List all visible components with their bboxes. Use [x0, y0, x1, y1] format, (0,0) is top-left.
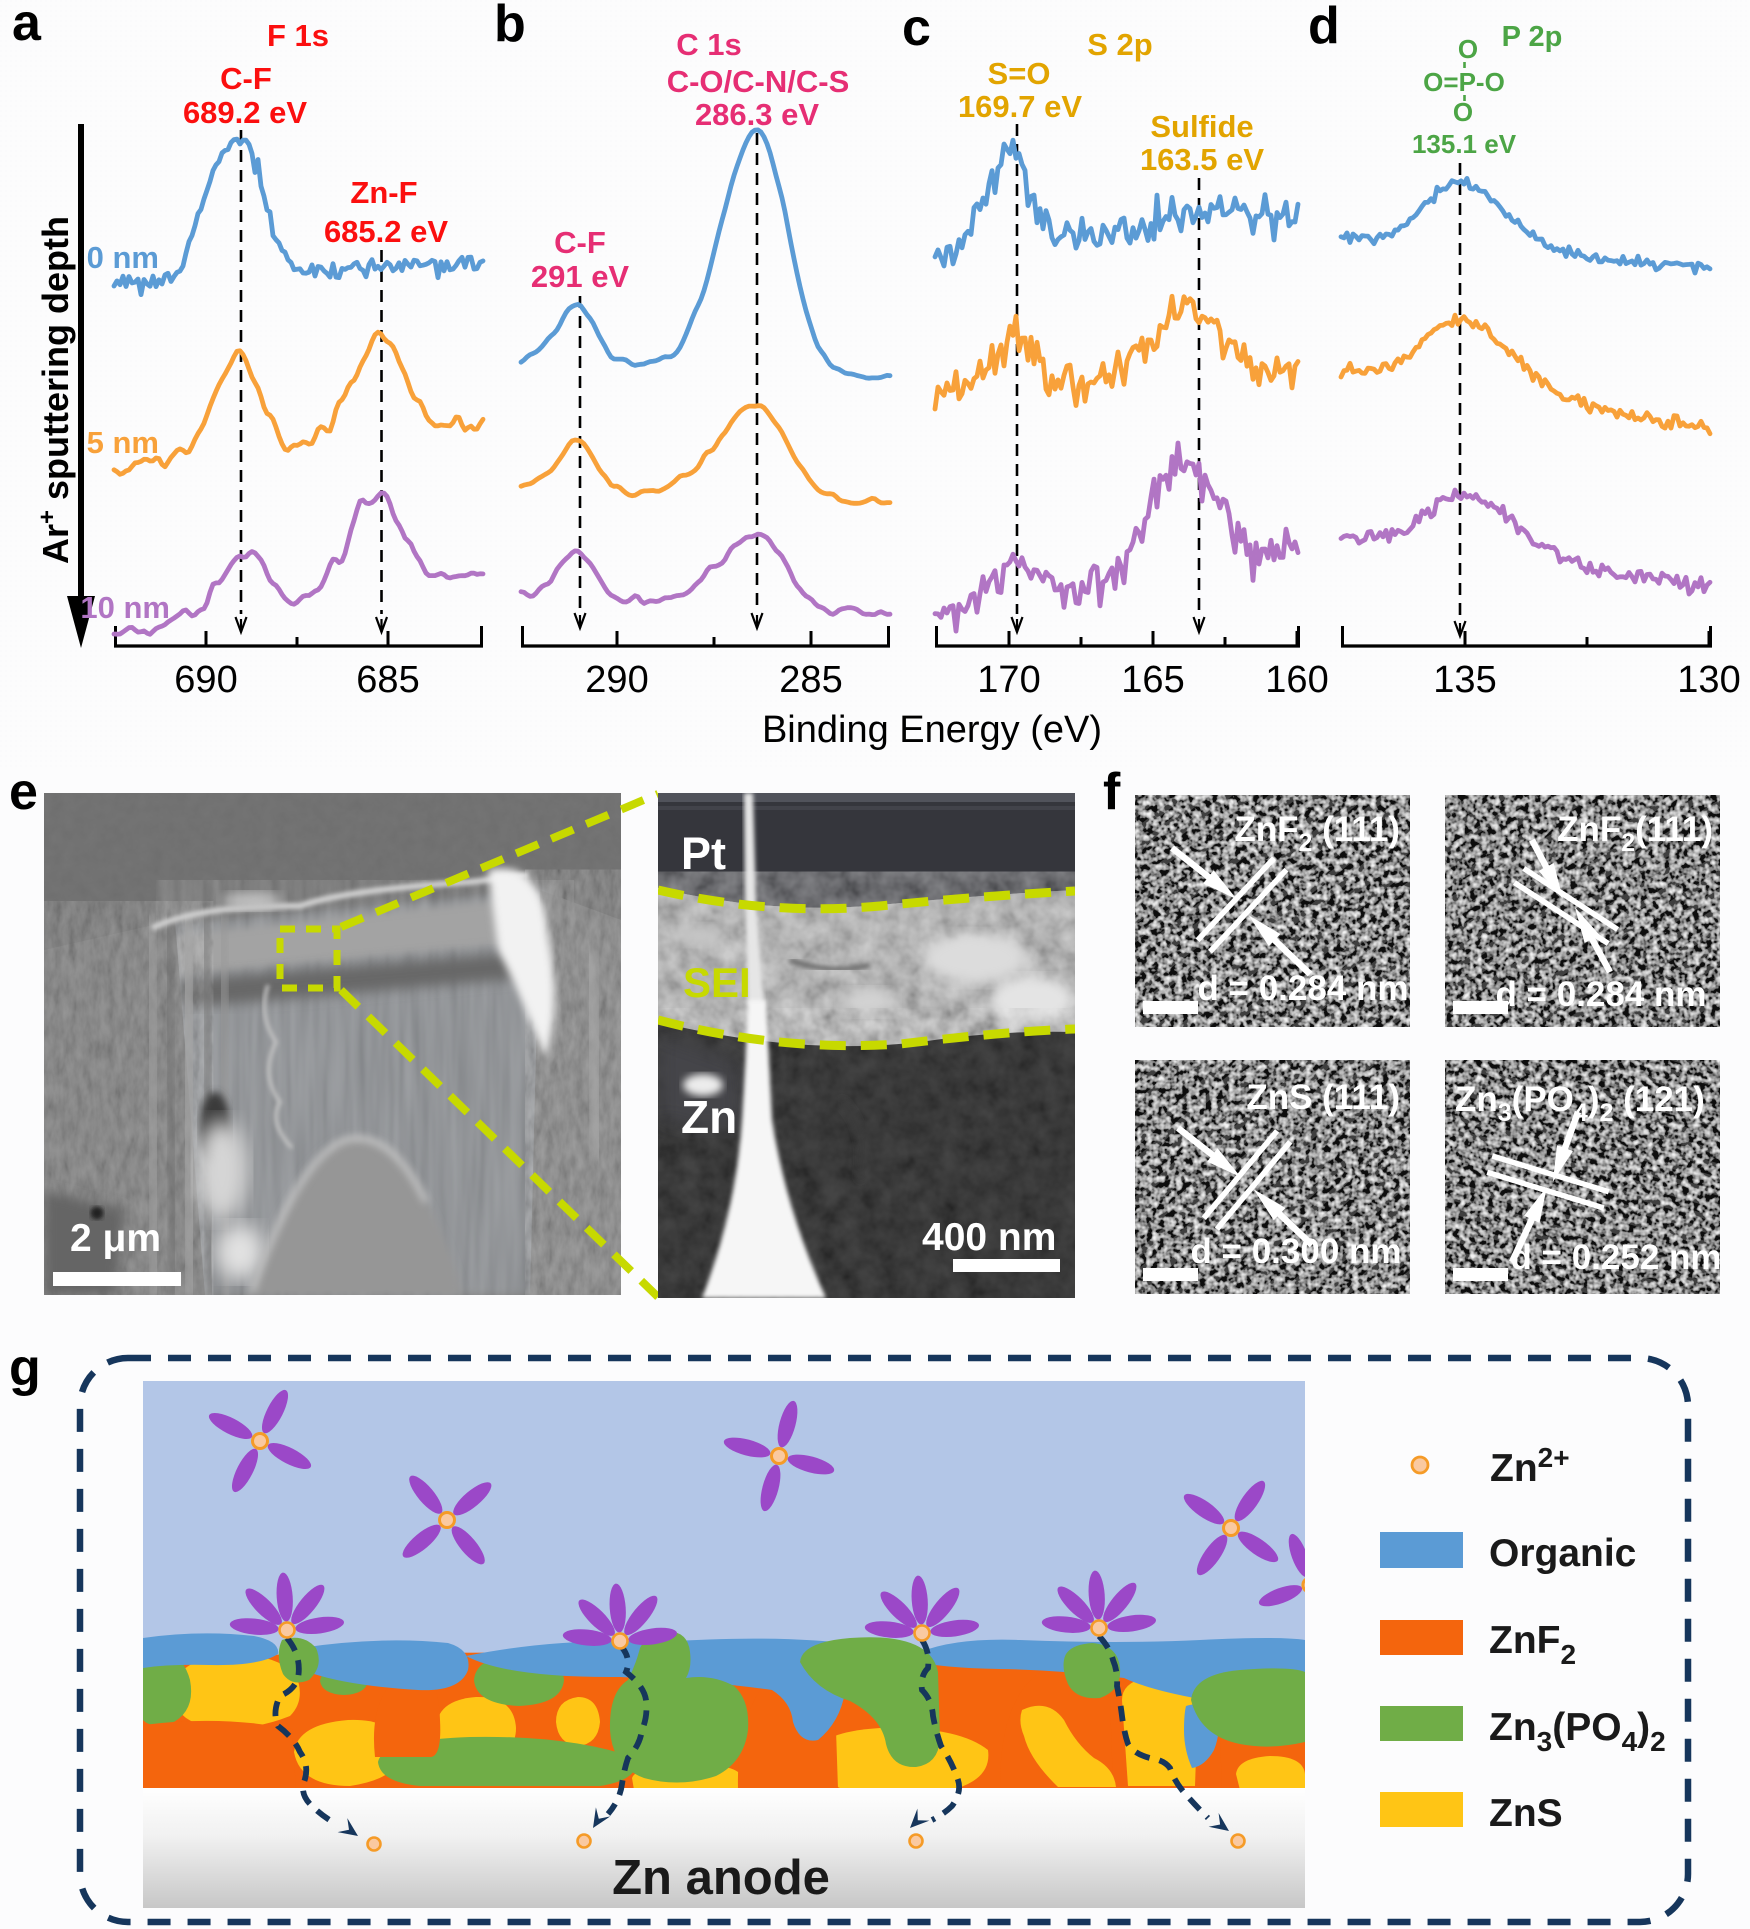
svg-text:ZnF2(111): ZnF2(111) [1557, 810, 1713, 857]
svg-text:d = 0.300 nm: d = 0.300 nm [1190, 1232, 1401, 1271]
svg-text:690: 690 [174, 659, 237, 701]
svg-text:a: a [12, 0, 42, 52]
svg-text:Binding Energy (eV): Binding Energy (eV) [762, 709, 1102, 751]
svg-text:Pt: Pt [681, 828, 726, 879]
svg-text:685: 685 [356, 659, 419, 701]
svg-text:d: d [1308, 0, 1340, 55]
svg-text:0 nm: 0 nm [87, 240, 159, 275]
svg-text:C-F: C-F [220, 61, 272, 96]
svg-text:d = 0.284 nm: d = 0.284 nm [1495, 975, 1706, 1014]
svg-text:O=P-O: O=P-O [1423, 67, 1505, 97]
svg-text:e: e [9, 763, 38, 821]
svg-text:160: 160 [1265, 659, 1328, 701]
svg-text:685.2 eV: 685.2 eV [324, 214, 448, 249]
svg-text:Zn3(PO4)2: Zn3(PO4)2 [1489, 1706, 1666, 1757]
svg-text:291 eV: 291 eV [531, 259, 630, 294]
svg-text:689.2 eV: 689.2 eV [183, 95, 307, 130]
svg-text:O: O [1453, 97, 1473, 127]
svg-text:d = 0.284 nm: d = 0.284 nm [1197, 969, 1408, 1008]
svg-text:Organic: Organic [1489, 1532, 1636, 1575]
svg-text:Sulfide: Sulfide [1150, 109, 1253, 144]
svg-text:170: 170 [977, 659, 1040, 701]
svg-text:130: 130 [1677, 659, 1740, 701]
svg-text:5 nm: 5 nm [87, 425, 159, 460]
svg-text:b: b [494, 0, 526, 53]
svg-text:2 μm: 2 μm [70, 1217, 161, 1260]
svg-text:ZnS (111): ZnS (111) [1246, 1078, 1400, 1117]
svg-text:169.7 eV: 169.7 eV [958, 89, 1082, 124]
svg-text:S 2p: S 2p [1087, 27, 1152, 62]
svg-text:C 1s: C 1s [676, 27, 741, 62]
svg-text:SEI: SEI [683, 959, 751, 1006]
svg-text:O: O [1458, 34, 1478, 64]
svg-text:ZnS: ZnS [1489, 1792, 1563, 1835]
svg-text:135.1 eV: 135.1 eV [1412, 129, 1517, 159]
svg-text:163.5 eV: 163.5 eV [1140, 142, 1264, 177]
svg-text:C-F: C-F [554, 225, 606, 260]
svg-text:Zn2+: Zn2+ [1490, 1442, 1570, 1490]
svg-text:S=O: S=O [988, 56, 1051, 91]
svg-text:d = 0.252 nm: d = 0.252 nm [1510, 1238, 1721, 1277]
svg-text:135: 135 [1433, 659, 1496, 701]
svg-text:Ar+ sputtering depth: Ar+ sputtering depth [34, 216, 76, 564]
svg-text:285: 285 [779, 659, 842, 701]
svg-text:c: c [902, 0, 931, 57]
svg-text:F 1s: F 1s [267, 18, 329, 53]
svg-text:10 nm: 10 nm [80, 590, 170, 625]
svg-text:286.3 eV: 286.3 eV [695, 97, 819, 132]
svg-text:165: 165 [1121, 659, 1184, 701]
svg-text:Zn anode: Zn anode [612, 1851, 830, 1905]
svg-text:290: 290 [585, 659, 648, 701]
svg-text:400 nm: 400 nm [922, 1216, 1056, 1259]
svg-text:Zn: Zn [681, 1091, 737, 1143]
svg-text:P 2p: P 2p [1502, 21, 1563, 53]
svg-text:f: f [1103, 763, 1121, 821]
svg-text:Zn-F: Zn-F [350, 175, 417, 210]
svg-text:C-O/C-N/C-S: C-O/C-N/C-S [667, 64, 850, 99]
svg-text:g: g [9, 1339, 41, 1397]
